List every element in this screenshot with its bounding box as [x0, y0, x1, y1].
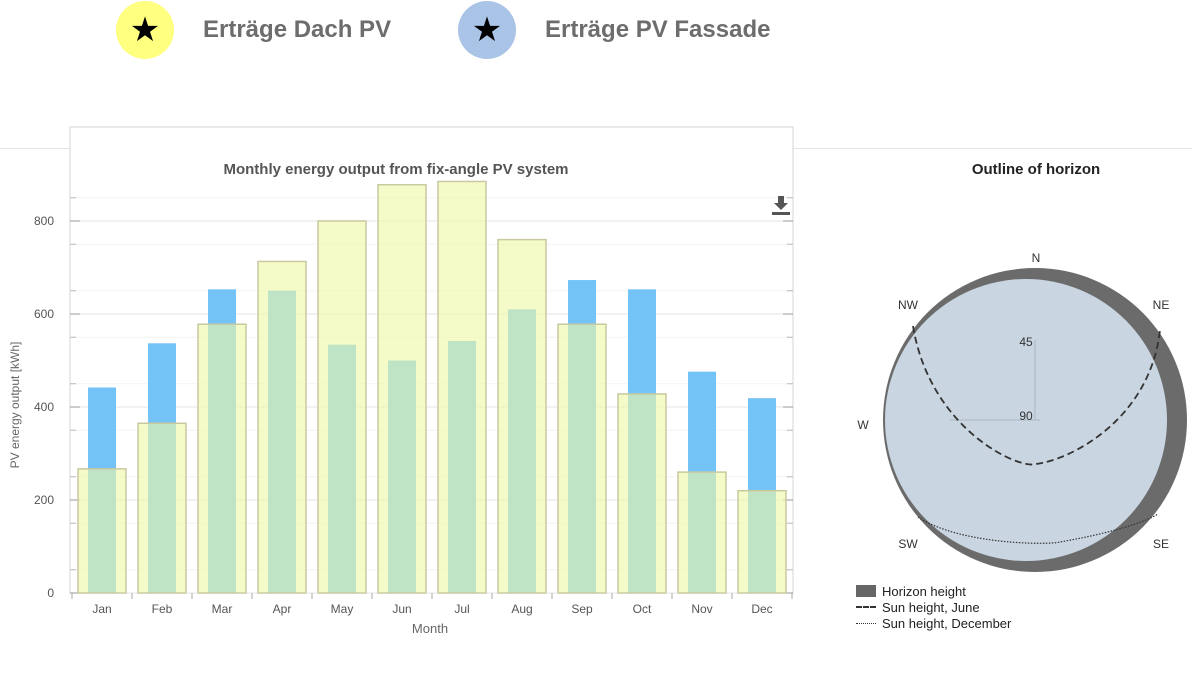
horizon-legend-label-horizon: Horizon height [882, 583, 966, 599]
top-legend: ★ Erträge Dach PV ★ Erträge PV Fassade [0, 0, 1192, 60]
december-line-swatch [856, 622, 876, 624]
radial-label-45: 45 [1019, 335, 1033, 349]
june-line-swatch [856, 606, 876, 608]
plot-area [69, 126, 794, 594]
direction-label-w: W [857, 418, 869, 432]
x-tick-label: May [331, 602, 354, 616]
x-tick-label: Sep [571, 602, 593, 616]
x-tick-label: Apr [273, 602, 292, 616]
horizon-height-swatch [856, 585, 876, 597]
bar-roof [677, 471, 727, 594]
horizon-legend-row-june: Sun height, June [856, 599, 1011, 615]
x-tick-label: Jun [392, 602, 411, 616]
direction-label-sw: SW [898, 537, 918, 551]
y-tick-label: 600 [34, 307, 54, 321]
direction-label-nw: NW [898, 298, 919, 312]
bar-roof [737, 489, 787, 594]
horizon-legend: Horizon height Sun height, June Sun heig… [856, 583, 1011, 631]
y-tick-label: 0 [47, 586, 54, 600]
legend-item-roof-pv: ★ Erträge Dach PV [116, 0, 391, 60]
direction-label-ne: NE [1153, 298, 1170, 312]
bar-roof [77, 468, 127, 594]
x-tick-label: Oct [633, 602, 652, 616]
star-icon: ★ [129, 10, 161, 50]
x-tick-label: Dec [751, 602, 772, 616]
bar-roof [617, 393, 667, 594]
y-tick-label: 200 [34, 493, 54, 507]
bar-roof [257, 260, 307, 594]
bar-roof [497, 238, 547, 594]
download-icon [772, 196, 790, 215]
bar-roof [317, 220, 367, 594]
legend-item-facade-pv: ★ Erträge PV Fassade [458, 0, 770, 60]
x-tick-label: Jan [92, 602, 111, 616]
monthly-bar-chart: 0 200 400 600 800 Jan Feb Mar Apr May Jun Jul Aug Sep… [34, 126, 794, 616]
y-tick-label: 400 [34, 400, 54, 414]
direction-label-n: N [1032, 251, 1041, 265]
x-tick-label: Mar [212, 602, 233, 616]
y-tick-label: 800 [34, 214, 54, 228]
horizon-legend-label-june: Sun height, June [882, 599, 980, 615]
bar-roof [557, 323, 607, 594]
bar-roof [197, 323, 247, 594]
bar-roof [437, 180, 487, 594]
star-icon: ★ [471, 10, 503, 50]
monthly-chart-panel: 0 200 400 600 800 Jan Feb Mar Apr May Jun Jul Aug Sep… [0, 126, 800, 675]
horizon-legend-row-horizon: Horizon height [856, 583, 1011, 599]
y-axis-label: PV energy output [kWh] [8, 341, 22, 469]
x-tick-label: Jul [454, 602, 469, 616]
x-axis-label: Month [411, 621, 449, 636]
horizon-chart-title: Outline of horizon [971, 161, 1101, 178]
download-button[interactable] [769, 193, 793, 217]
legend-label-facade-pv: Erträge PV Fassade [545, 16, 771, 43]
roof-pv-marker: ★ [116, 1, 174, 59]
direction-label-se: SE [1153, 537, 1169, 551]
x-tick-label: Aug [511, 602, 532, 616]
legend-label-roof-pv: Erträge Dach PV [203, 16, 392, 43]
horizon-legend-label-december: Sun height, December [882, 615, 1012, 631]
chart-title: Monthly energy output from fix-angle PV … [223, 161, 569, 178]
x-tick-label: Feb [152, 602, 173, 616]
facade-pv-marker: ★ [458, 1, 516, 59]
x-tick-label: Nov [691, 602, 712, 616]
bar-roof [137, 422, 187, 594]
radial-label-90: 90 [1019, 409, 1033, 423]
horizon-legend-row-december: Sun height, December [856, 615, 1011, 631]
horizon-polar-chart: N NE SE S SW W NW 45 90 [857, 251, 1187, 572]
bar-roof [377, 183, 427, 594]
